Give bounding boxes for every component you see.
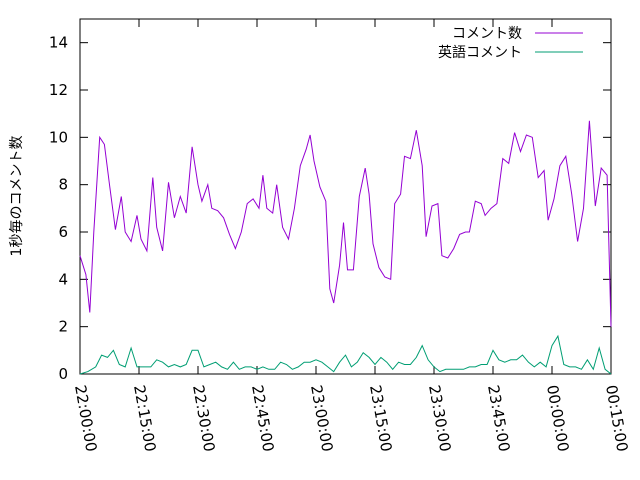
y-tick-label: 4 — [58, 270, 68, 288]
series-lines — [79, 120, 612, 375]
x-tick-label: 22:00:00 — [71, 384, 100, 453]
y-tick-label: 10 — [49, 128, 68, 146]
y-tick-label: 0 — [58, 365, 68, 383]
x-tick-label: 23:45:00 — [484, 384, 513, 453]
legend-label-2: 英語コメント — [438, 44, 522, 61]
plot-frame — [79, 18, 612, 375]
y-tick-label: 6 — [58, 223, 68, 241]
x-tick-label: 23:15:00 — [366, 384, 395, 453]
y-tick-label: 12 — [49, 81, 68, 99]
x-axis: 22:00:00 22:15:00 22:30:00 22:45:00 23:00:00… — [71, 19, 631, 453]
x-tick-label: 00:15:00 — [602, 384, 631, 453]
series-line-1 — [79, 120, 612, 327]
series-line-2 — [79, 334, 612, 375]
x-tick-label: 23:00:00 — [307, 384, 336, 453]
x-tick-label: 00:00:00 — [543, 384, 572, 453]
x-tick-label: 23:30:00 — [425, 384, 454, 453]
y-tick-label: 14 — [49, 34, 68, 52]
legend-label-1: コメント数 — [452, 26, 522, 42]
x-tick-label: 22:15:00 — [130, 384, 159, 453]
y-tick-label: 8 — [58, 176, 68, 194]
y-axis: 0 2 4 6 8 10 12 14 — [49, 34, 611, 383]
y-axis-label: 1秒毎のコメント数 — [9, 136, 25, 257]
x-tick-label: 22:45:00 — [248, 384, 277, 453]
x-tick-label: 22:30:00 — [189, 384, 218, 453]
y-tick-label: 2 — [58, 318, 68, 336]
